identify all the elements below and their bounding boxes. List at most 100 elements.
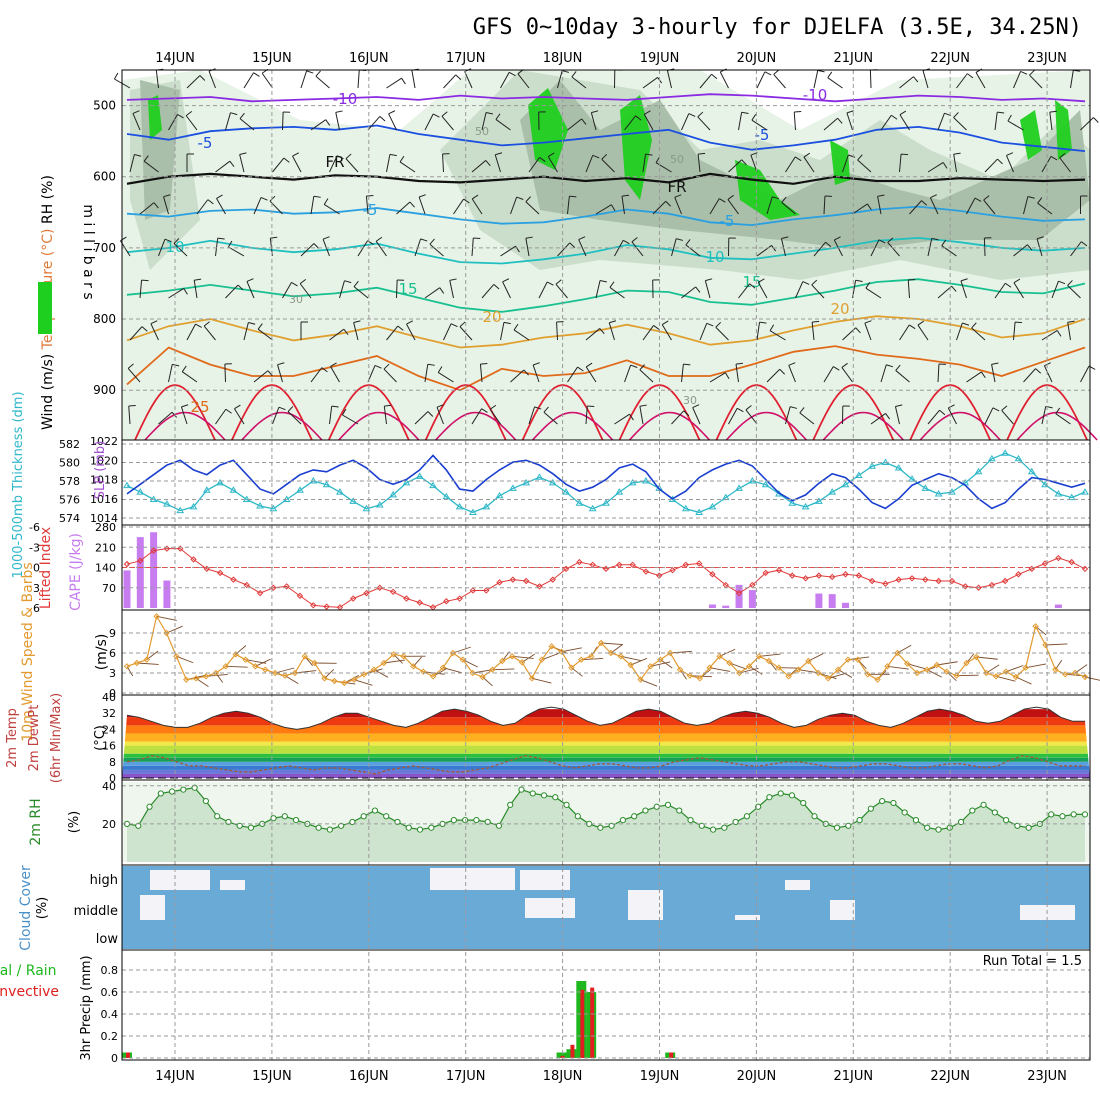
cape-bar [815, 593, 823, 608]
wind-speed-point [469, 669, 476, 677]
wind-barb-flag [336, 155, 344, 160]
thickness-point [841, 480, 850, 488]
wind-barb [500, 322, 505, 341]
wind-speed-point [923, 666, 931, 673]
wind-barb [459, 326, 473, 341]
wind-barb [704, 280, 711, 299]
wind-barb [365, 196, 369, 215]
wind-barb-flag [141, 326, 148, 332]
rh-point [664, 801, 672, 808]
wind-barb-10m [996, 675, 1016, 682]
lifted-index-point [509, 576, 517, 583]
wind-barb [1055, 413, 1071, 425]
cape-bar [748, 590, 756, 608]
rh-point [281, 813, 288, 820]
wind-barb [429, 243, 444, 257]
wind-speed-point [1032, 623, 1039, 630]
rh-shading-region [1055, 100, 1072, 160]
wind-barb-flag [1001, 405, 1008, 411]
wind-barb-flag [420, 238, 428, 242]
precip-convective-bar [570, 1044, 575, 1058]
wind-barb [956, 73, 968, 89]
rh-point [800, 799, 807, 807]
precip-tick-label: 0 [111, 1052, 118, 1065]
thickness-tick-label: 574 [59, 512, 80, 525]
thickness-point [163, 500, 171, 507]
wind-barb-flag [764, 71, 772, 76]
wind-barb [813, 241, 826, 257]
wind-barb [225, 284, 239, 299]
contour-label: 10 [705, 248, 724, 266]
wind-barb-flag [983, 195, 990, 201]
wind-barb [128, 406, 131, 425]
wind-barb [1041, 406, 1047, 425]
wind-barb-flag [463, 198, 470, 204]
wind-barb [681, 113, 690, 131]
rh-ylabel: 2m RH [28, 798, 44, 845]
wind-barb-flag [834, 236, 841, 241]
wind-barb-flag [153, 202, 159, 209]
wind-barb-flag [609, 320, 617, 324]
wind-barb [652, 200, 667, 215]
temp-band [122, 745, 1090, 754]
wind-speed-point [518, 659, 526, 666]
wind-barb-flag [1015, 321, 1023, 324]
wind-barb [129, 326, 143, 341]
lifted-index-point [656, 572, 663, 579]
wind-barb [538, 281, 548, 299]
wind-speed-point [1002, 668, 1010, 675]
wind-barb [330, 366, 340, 383]
date-label-bottom: 19JUN [640, 1069, 680, 1084]
wind-speed-point [558, 648, 565, 655]
rh-point [484, 818, 491, 826]
wind-barb-flag [769, 324, 775, 331]
wind-barb [277, 364, 283, 383]
thickness-point [1027, 467, 1036, 475]
wind-speed-point [765, 657, 773, 665]
wind-barb-flag [772, 196, 780, 200]
dewpoint-line [126, 754, 1085, 775]
cloud-yunit: (%) [35, 897, 50, 920]
thickness-point [455, 502, 464, 510]
wind-barb-flag [502, 278, 510, 283]
wind-barb [927, 162, 944, 173]
wind-barb-flag [1036, 236, 1044, 240]
wind-barb [1080, 365, 1090, 383]
wind-barb [555, 283, 568, 299]
wind-barb-flag [886, 364, 894, 368]
isotherm-line [241, 411, 323, 441]
wind-barb [1067, 285, 1081, 299]
wind-barb [282, 111, 284, 131]
wind-barb-flag [227, 240, 233, 248]
wind-barb [386, 325, 399, 341]
wind-barb-flag [811, 279, 818, 286]
thickness-point [1067, 493, 1076, 501]
wind-barb-flag [867, 203, 872, 211]
wind-barb [471, 160, 487, 173]
wind-barb [163, 196, 169, 215]
thickness-point [1014, 454, 1023, 462]
wind-barb [567, 366, 578, 383]
wind-barb-flag [741, 159, 747, 166]
lifted-index-point [975, 584, 982, 591]
wind-barb [357, 70, 360, 89]
upper-air-yunit: m i l l i b a r s [80, 204, 96, 299]
slp-tick-label: 1016 [90, 493, 118, 506]
wind-barb-flag [1027, 196, 1035, 199]
wind-barb-flag [974, 197, 982, 202]
slp-ylabel: SLP (mb) [93, 441, 108, 500]
wind-barb-flag [141, 279, 149, 282]
temp-band [122, 725, 1090, 734]
wind-barb-flag [975, 68, 983, 73]
wind-barb-flag [631, 237, 638, 243]
lifted-index-point [1068, 558, 1075, 566]
wind-speed-point [637, 676, 644, 683]
wind-barb-flag [749, 283, 756, 289]
lifted-index-point [230, 576, 237, 583]
thickness-point [362, 504, 371, 512]
wind-barb [793, 112, 796, 131]
rh-point [867, 805, 874, 812]
wind-speed-point [192, 675, 200, 682]
wind-barb [396, 201, 411, 215]
isotherm-line [435, 411, 517, 441]
